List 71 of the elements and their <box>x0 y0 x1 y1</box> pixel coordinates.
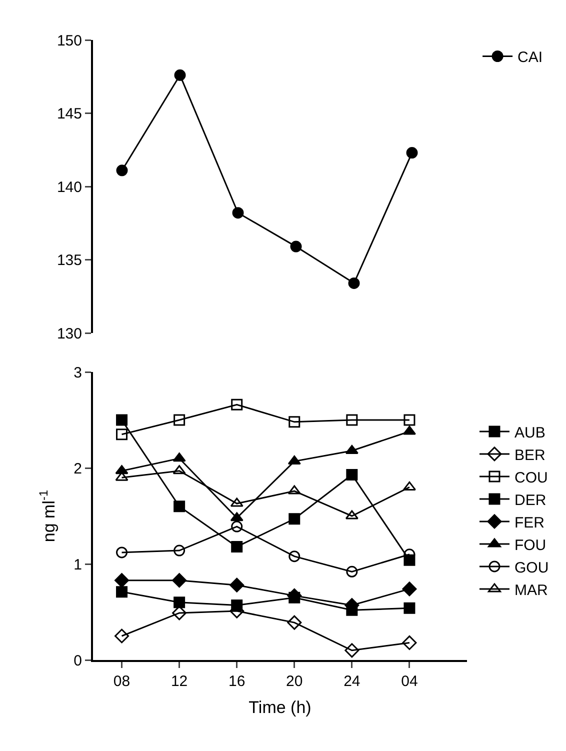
point <box>345 444 358 454</box>
point <box>287 615 302 630</box>
point <box>174 500 186 512</box>
point <box>230 578 244 592</box>
point <box>172 573 187 588</box>
point <box>288 550 300 562</box>
point <box>346 566 358 578</box>
legend-label: BER <box>514 446 546 464</box>
point <box>288 513 300 525</box>
legend-label: AUB <box>514 424 546 442</box>
legend-label: CAI <box>518 49 543 66</box>
point <box>114 573 130 588</box>
y-tick-label: 140 <box>56 178 82 196</box>
point <box>115 465 128 474</box>
point <box>174 596 186 608</box>
x-tick-label: 08 <box>113 673 130 690</box>
point <box>231 600 243 612</box>
point <box>402 582 417 596</box>
legend-label: MAR <box>514 582 548 599</box>
point <box>116 414 128 426</box>
point <box>114 628 130 644</box>
point <box>116 164 128 176</box>
point <box>288 456 301 465</box>
point <box>231 398 243 410</box>
x-tick-label: 12 <box>170 673 188 690</box>
y-tick-label: 145 <box>56 106 82 122</box>
point <box>348 277 360 289</box>
y-tick-label: 3 <box>74 364 82 382</box>
point <box>172 452 186 462</box>
point <box>230 498 244 507</box>
point <box>404 602 416 614</box>
point <box>116 586 128 598</box>
point <box>174 544 186 556</box>
y-tick-label: 150 <box>56 32 82 50</box>
point <box>402 426 416 435</box>
x-axis-title: Time (h) <box>248 698 312 717</box>
point <box>290 240 302 252</box>
y-tick-label: 130 <box>56 325 82 342</box>
point <box>116 428 128 440</box>
x-tick-label: 20 <box>286 673 303 690</box>
point <box>402 635 417 650</box>
point <box>406 147 418 159</box>
x-tick-label: 16 <box>228 673 246 690</box>
point <box>231 540 243 552</box>
point <box>287 588 302 603</box>
point <box>402 481 416 490</box>
point <box>174 69 186 81</box>
y-tick-label: 1 <box>74 556 82 574</box>
legend-label: GOU <box>514 559 549 576</box>
point <box>346 468 358 480</box>
point <box>230 512 244 522</box>
point <box>344 643 360 658</box>
point <box>172 465 186 474</box>
point <box>404 414 416 426</box>
y-tick-label: 135 <box>56 252 82 269</box>
legend-label: FOU <box>514 536 546 554</box>
point <box>116 546 128 558</box>
point <box>346 414 358 426</box>
x-tick-label: 24 <box>344 673 360 690</box>
point <box>288 416 300 428</box>
point <box>231 520 243 532</box>
point <box>174 414 186 426</box>
legend-label: FER <box>514 514 545 532</box>
point <box>232 207 244 219</box>
y-tick-label: 0 <box>74 652 82 670</box>
legend-label: DER <box>514 492 546 509</box>
point <box>345 510 358 520</box>
legend-label: COU <box>514 469 548 486</box>
y-tick-label: 2 <box>74 460 82 478</box>
x-tick-label: 04 <box>401 673 418 690</box>
point <box>288 485 301 494</box>
